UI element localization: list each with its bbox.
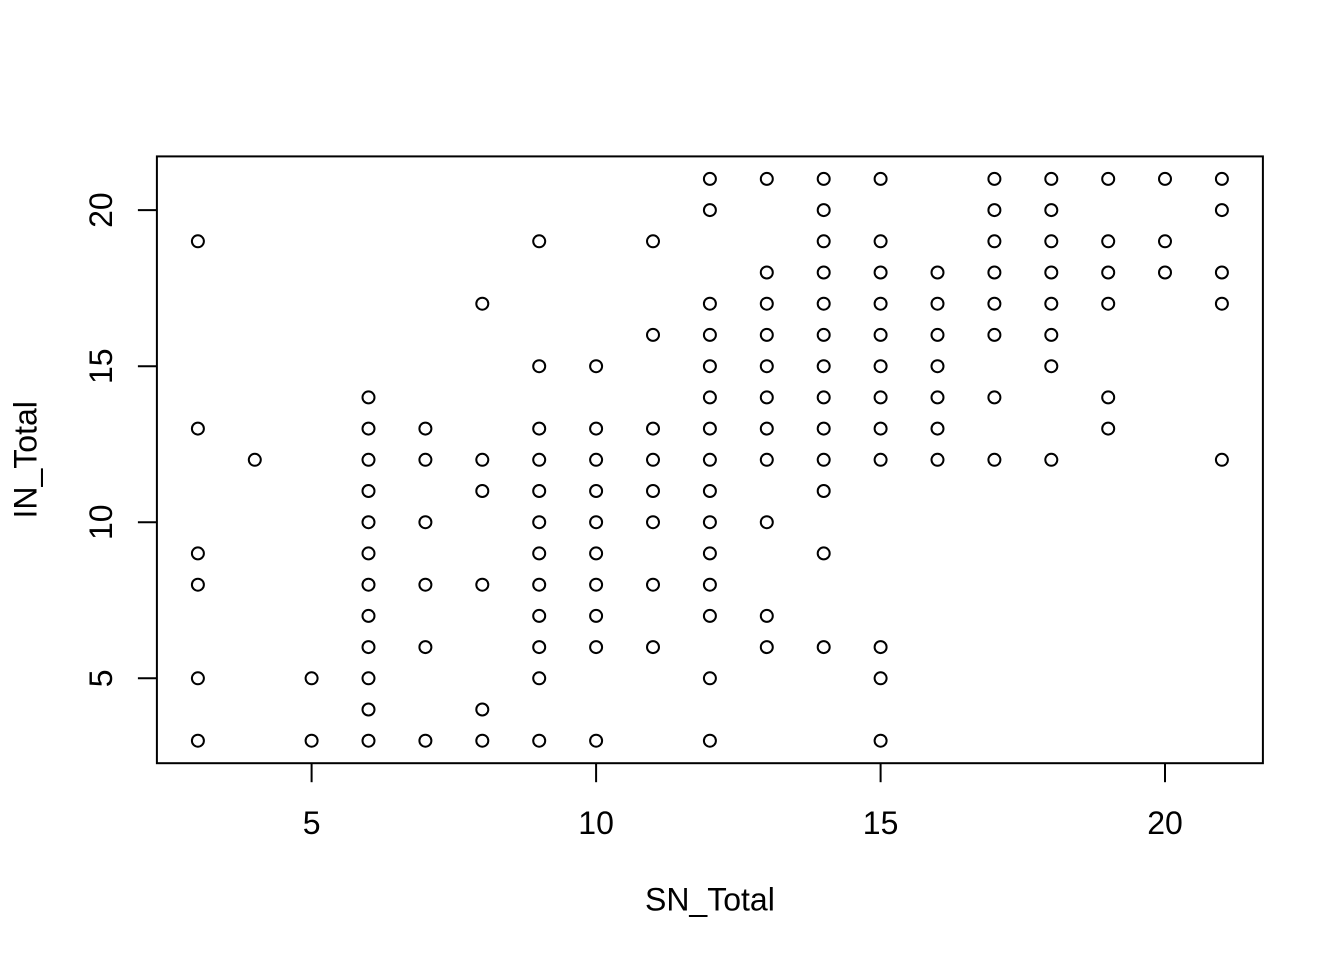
svg-text:10: 10 <box>578 805 614 841</box>
svg-text:20: 20 <box>1147 805 1183 841</box>
svg-text:20: 20 <box>83 192 119 228</box>
svg-text:IN_Total: IN_Total <box>8 401 44 518</box>
svg-text:15: 15 <box>863 805 899 841</box>
svg-text:5: 5 <box>83 669 119 687</box>
svg-text:5: 5 <box>303 805 321 841</box>
svg-text:15: 15 <box>83 348 119 384</box>
svg-text:SN_Total: SN_Total <box>645 882 775 918</box>
svg-text:10: 10 <box>83 504 119 540</box>
